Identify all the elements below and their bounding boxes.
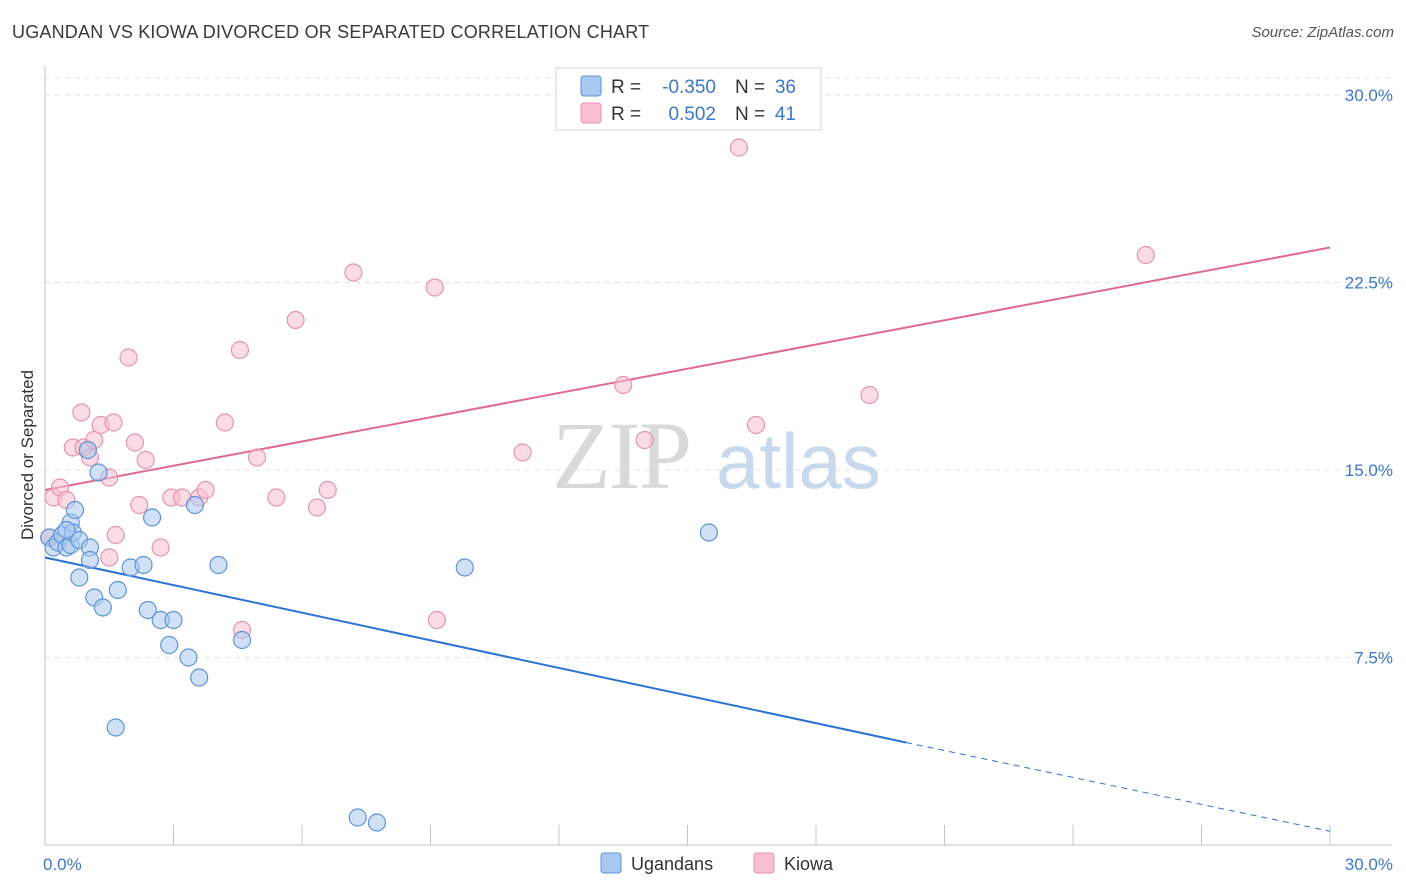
watermark-atlas: atlas — [716, 417, 881, 505]
kiowa-point — [1136, 245, 1155, 265]
ugandans-point — [78, 440, 97, 460]
chart-title: UGANDAN VS KIOWA DIVORCED OR SEPARATED C… — [12, 22, 650, 42]
trend-lines — [44, 246, 1331, 832]
series-legend: Ugandans Kiowa — [600, 852, 834, 874]
ugandans-point — [179, 648, 198, 667]
ugandans-point — [142, 508, 162, 527]
kiowa-point — [215, 413, 234, 432]
ugandans-point — [57, 520, 76, 540]
ugandans-trend-line — [44, 556, 907, 744]
ugandans-point — [93, 598, 112, 617]
y-tick-label: 15.0% — [1345, 461, 1393, 480]
ugandans-point — [70, 568, 89, 587]
data-points — [40, 138, 1155, 832]
ugandans-point — [232, 630, 252, 650]
y-tick-label: 7.5% — [1354, 649, 1393, 668]
ugandans-point — [160, 635, 179, 655]
legend-swatch-ugandans — [580, 75, 602, 97]
ugandans-point — [209, 555, 228, 575]
kiowa-point — [130, 495, 149, 515]
legend-r-value: -0.350 — [662, 77, 716, 98]
ugandans-point — [185, 495, 205, 515]
kiowa-point — [635, 430, 654, 450]
ugandans-point — [455, 558, 474, 577]
kiowa-point — [286, 310, 305, 330]
ugandans-point — [134, 555, 153, 575]
legend-swatch-kiowa — [580, 102, 602, 124]
legend-n-label: N = — [735, 77, 765, 98]
ugandans-point — [65, 500, 85, 520]
legend-r-value: 0.502 — [668, 104, 716, 125]
kiowa-point — [425, 278, 444, 297]
ugandans-point — [367, 813, 387, 832]
series-legend-swatch-kiowa — [753, 852, 775, 874]
ugandans-point — [164, 610, 183, 630]
axes — [44, 66, 1392, 846]
kiowa-point — [318, 480, 337, 500]
y-tick-labels: 7.5% 15.0% 22.5% 30.0% — [1345, 86, 1393, 668]
watermark-zip: ZIP — [552, 402, 690, 509]
kiowa-point — [100, 548, 119, 567]
ugandans-point — [106, 718, 125, 737]
kiowa-point — [72, 403, 91, 422]
kiowa-point — [427, 610, 447, 630]
kiowa-point — [729, 138, 749, 157]
y-tick-label: 22.5% — [1345, 274, 1393, 293]
series-legend-label-ugandans: Ugandans — [631, 854, 713, 874]
ugandans-point — [190, 668, 209, 687]
kiowa-point — [746, 415, 766, 435]
legend-n-value: 36 — [775, 77, 796, 98]
kiowa-point — [267, 488, 286, 507]
y-tick-label: 30.0% — [1345, 86, 1393, 105]
kiowa-point — [230, 340, 249, 360]
kiowa-point — [125, 433, 145, 452]
ugandans-point — [89, 463, 108, 482]
x-tick-labels: 0.0% 30.0% — [43, 855, 1393, 874]
ugandans-point — [348, 808, 367, 827]
ugandans-point — [138, 600, 157, 620]
kiowa-point — [151, 538, 170, 557]
kiowa-point — [104, 413, 123, 432]
source-label: Source: ZipAtlas.com — [1251, 24, 1394, 41]
kiowa-point — [136, 450, 155, 470]
correlation-legend: R = -0.350 N = 36 R = 0.502 N = 41 — [555, 67, 822, 131]
kiowa-point — [614, 375, 633, 395]
grid-lines — [45, 77, 1392, 658]
y-axis-label: Divorced or Separated — [18, 370, 37, 540]
kiowa-point — [513, 443, 532, 462]
ugandans-point — [80, 550, 100, 570]
watermark: ZIP atlas — [552, 402, 881, 509]
legend-n-value: 41 — [775, 104, 796, 125]
series-legend-label-kiowa: Kiowa — [784, 854, 834, 874]
kiowa-point — [196, 480, 215, 500]
kiowa-point — [119, 348, 138, 367]
kiowa-point — [106, 525, 125, 545]
x-tick-label: 0.0% — [43, 855, 82, 874]
legend-r-label: R = — [611, 104, 641, 125]
kiowa-point — [344, 263, 363, 282]
legend-n-label: N = — [735, 104, 765, 125]
x-tick-label: 30.0% — [1345, 855, 1393, 874]
ugandans-trend-extension — [905, 742, 1331, 832]
kiowa-point — [247, 448, 267, 467]
ugandans-point — [108, 580, 127, 600]
kiowa-point — [307, 498, 327, 517]
legend-r-label: R = — [611, 77, 641, 98]
ugandans-point — [699, 523, 719, 542]
series-legend-swatch-ugandans — [600, 852, 622, 874]
kiowa-point — [860, 385, 879, 405]
